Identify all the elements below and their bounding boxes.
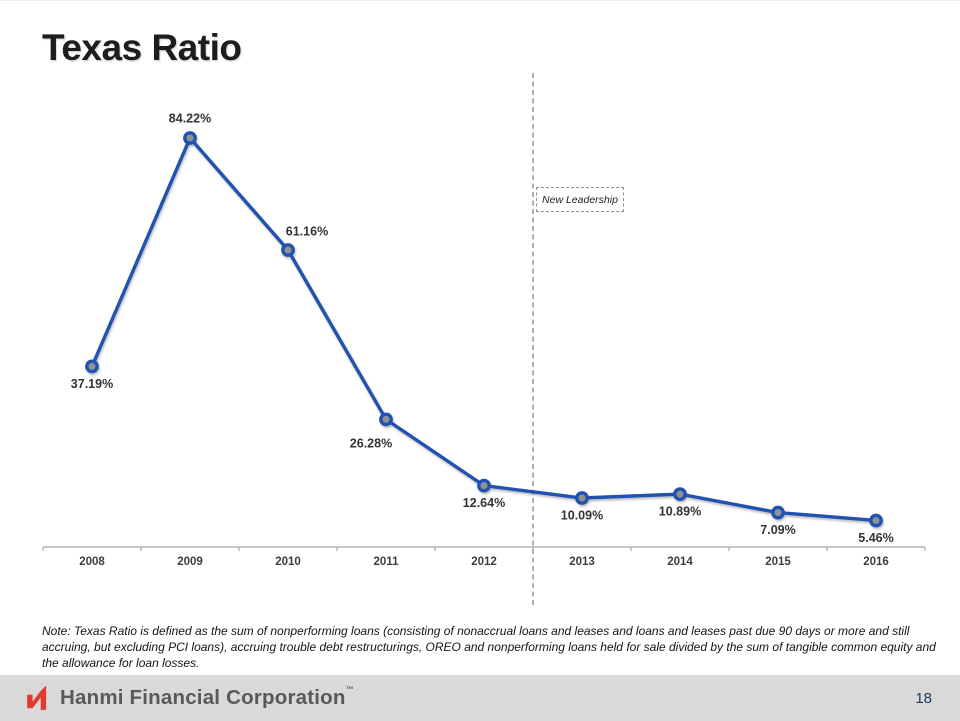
data-point-2013 bbox=[575, 491, 589, 505]
page-number: 18 bbox=[915, 689, 932, 707]
x-axis-label-2013: 2013 bbox=[569, 556, 595, 568]
x-axis-label-2014: 2014 bbox=[667, 556, 693, 568]
data-point-2008 bbox=[85, 359, 99, 374]
data-label-2014: 10.89% bbox=[659, 505, 701, 519]
line-series bbox=[90, 136, 877, 523]
x-axis-label-2012: 2012 bbox=[471, 556, 497, 568]
footer-bar: Hanmi Financial Corporation™ 18 bbox=[0, 675, 960, 721]
texas-ratio-series bbox=[85, 131, 883, 528]
data-label-2012: 12.64% bbox=[463, 496, 505, 510]
data-label-2010: 61.16% bbox=[286, 225, 328, 239]
data-point-2016 bbox=[869, 513, 883, 528]
x-axis-label-2015: 2015 bbox=[765, 556, 791, 568]
new-leadership-label: New Leadership bbox=[542, 193, 618, 206]
data-label-2009: 84.22% bbox=[169, 112, 211, 126]
data-point-2014 bbox=[673, 487, 687, 502]
x-axis-label-2016: 2016 bbox=[863, 556, 889, 568]
new-leadership-annotation: New Leadership bbox=[536, 187, 624, 212]
data-point-2015 bbox=[771, 505, 785, 520]
x-axis-label-2011: 2011 bbox=[374, 556, 400, 568]
footnote-text: Note: Texas Ratio is defined as the sum … bbox=[42, 624, 936, 670]
data-point-2010 bbox=[281, 243, 295, 257]
x-axis-label-2009: 2009 bbox=[177, 556, 203, 568]
trademark-symbol: ™ bbox=[345, 685, 354, 694]
company-name: Hanmi Financial Corporation™ bbox=[60, 685, 354, 710]
data-label-2011: 26.28% bbox=[350, 436, 392, 450]
data-label-2016: 5.46% bbox=[858, 531, 893, 545]
data-label-2013: 10.09% bbox=[561, 509, 603, 523]
data-label-2008: 37.19% bbox=[71, 377, 113, 391]
data-point-2009 bbox=[183, 131, 197, 145]
page-title: Texas Ratio bbox=[42, 27, 242, 68]
hanmi-logo-icon bbox=[27, 685, 47, 710]
x-axis-label-2010: 2010 bbox=[275, 556, 301, 568]
x-axis-label-2008: 2008 bbox=[79, 556, 105, 568]
data-label-2015: 7.09% bbox=[760, 523, 795, 537]
data-point-2011 bbox=[379, 412, 393, 427]
data-point-2012 bbox=[477, 478, 491, 493]
